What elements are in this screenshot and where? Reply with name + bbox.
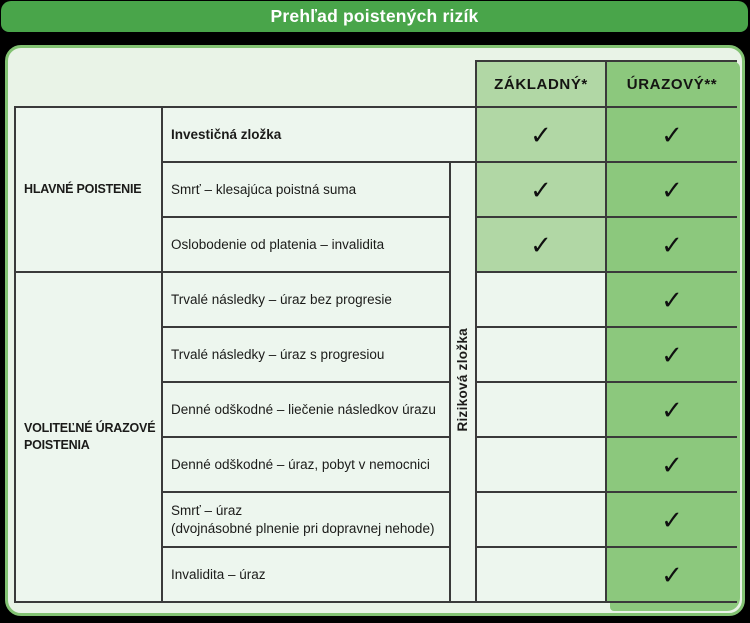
table-row: Invalidita – úraz ✓ xyxy=(15,546,738,603)
check-cell-urazovy: ✓ xyxy=(605,271,738,328)
risk-label-smrt-klesajuca-poistna-suma: Smrť – klesajúca poistná suma xyxy=(161,161,451,218)
risks-panel: ZÁKLADNÝ* ÚRAZOVÝ** HLAVNÉ POISTENIE Inv… xyxy=(5,45,745,616)
check-cell-zakladny: ✓ xyxy=(475,161,608,218)
check-icon: ✓ xyxy=(661,394,683,425)
check-icon: ✓ xyxy=(661,339,683,370)
check-icon: ✓ xyxy=(661,449,683,480)
risk-component-label: Riziková zložka xyxy=(455,327,471,432)
risk-label-oslobodenie-od-platenia: Oslobodenie od platenia – invalidita xyxy=(161,216,451,273)
check-icon: ✓ xyxy=(530,174,552,205)
check-cell-urazovy: ✓ xyxy=(605,326,738,383)
risk-label-trvale-nasledky-s-progresiou: Trvalé následky – úraz s progresiou xyxy=(161,326,451,383)
check-cell-urazovy: ✓ xyxy=(605,216,738,273)
check-cell-urazovy: ✓ xyxy=(605,161,738,218)
risk-label-denne-odskodne-nemocnica: Denné odškodné – úraz, pobyt v nemocnici xyxy=(161,436,451,493)
table-row: Smrť – klesajúca poistná suma Riziková z… xyxy=(15,161,738,603)
column-header-urazovy: ÚRAZOVÝ** xyxy=(605,60,738,108)
table-row: Denné odškodné – liečenie následkov úraz… xyxy=(15,381,738,438)
check-cell-zakladny xyxy=(475,271,608,328)
check-cell-zakladny xyxy=(475,546,608,603)
check-cell-zakladny: ✓ xyxy=(475,216,608,273)
check-icon: ✓ xyxy=(661,229,683,260)
risk-label-line2: (dvojnásobné plnenie pri dopravnej nehod… xyxy=(171,520,435,536)
section-cell-hlavne-poistenie: HLAVNÉ POISTENIE xyxy=(14,106,163,273)
risk-label-trvale-nasledky-bez-progresie: Trvalé následky – úraz bez progresie xyxy=(161,271,451,328)
check-cell-zakladny: ✓ xyxy=(475,106,608,163)
risk-component-cell: Riziková zložka xyxy=(448,161,478,603)
insured-risks-table: ZÁKLADNÝ* ÚRAZOVÝ** HLAVNÉ POISTENIE Inv… xyxy=(14,60,738,603)
check-cell-urazovy: ✓ xyxy=(605,436,738,493)
check-icon: ✓ xyxy=(661,284,683,315)
check-icon: ✓ xyxy=(530,229,552,260)
table-row: Smrť – úraz (dvojnásobné plnenie pri dop… xyxy=(15,491,738,548)
check-cell-zakladny xyxy=(475,326,608,383)
risk-label-line1: Smrť – úraz xyxy=(171,502,243,518)
header-row: ZÁKLADNÝ* ÚRAZOVÝ** xyxy=(15,60,738,108)
check-icon: ✓ xyxy=(661,559,683,590)
column-header-zakladny: ZÁKLADNÝ* xyxy=(475,60,608,108)
check-cell-zakladny xyxy=(475,436,608,493)
check-icon: ✓ xyxy=(530,119,552,150)
check-icon: ✓ xyxy=(661,174,683,205)
table-row: Oslobodenie od platenia – invalidita ✓ ✓ xyxy=(15,216,738,273)
risk-label-smrt-uraz: Smrť – úraz (dvojnásobné plnenie pri dop… xyxy=(161,491,451,548)
table-row: VOLITEĽNÉ ÚRAZOVÉ POISTENIA Trvalé násle… xyxy=(14,271,738,603)
risk-label-invalidita-uraz: Invalidita – úraz xyxy=(161,546,451,603)
check-cell-urazovy: ✓ xyxy=(605,546,738,603)
check-icon: ✓ xyxy=(661,119,683,150)
check-cell-zakladny xyxy=(475,381,608,438)
page-title: Prehľad poistených rizík xyxy=(270,6,479,26)
risk-label-denne-odskodne-liecenie: Denné odškodné – liečenie následkov úraz… xyxy=(161,381,451,438)
risk-label-investicna-zlozka: Investičná zložka xyxy=(160,106,478,163)
header-spacer-cell xyxy=(15,61,477,108)
table-row: HLAVNÉ POISTENIE Investičná zložka ✓ ✓ xyxy=(14,106,738,273)
check-icon: ✓ xyxy=(661,504,683,535)
section-cell-volitelne-urazove-poistenia: VOLITEĽNÉ ÚRAZOVÉ POISTENIA xyxy=(14,271,163,603)
table-row: Denné odškodné – úraz, pobyt v nemocnici… xyxy=(15,436,738,493)
check-cell-urazovy: ✓ xyxy=(605,491,738,548)
check-cell-urazovy: ✓ xyxy=(605,106,738,163)
check-cell-zakladny xyxy=(475,491,608,548)
table-row: Trvalé následky – úraz s progresiou ✓ xyxy=(15,326,738,383)
title-banner: Prehľad poistených rizík xyxy=(1,1,748,32)
check-cell-urazovy: ✓ xyxy=(605,381,738,438)
